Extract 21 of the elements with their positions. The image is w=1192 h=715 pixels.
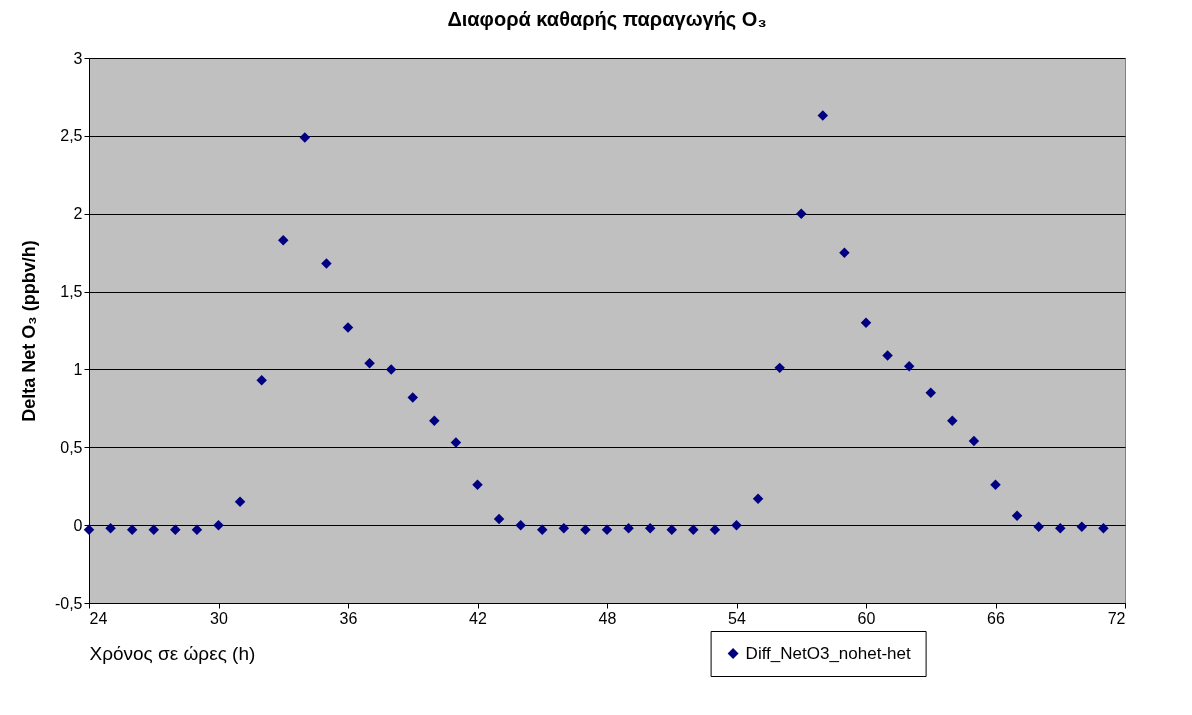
x-tick-label: 48 bbox=[598, 609, 617, 627]
x-tick-label: 36 bbox=[339, 609, 358, 627]
x-tick-label: 60 bbox=[857, 609, 876, 627]
x-axis-title: Χρόνος σε ώρες (h) bbox=[89, 642, 256, 664]
y-axis-title: Delta Net O₃ (ppbv/h) bbox=[18, 240, 39, 422]
x-tick-label: 66 bbox=[987, 609, 1005, 627]
chart-title: Διαφορά καθαρής παραγωγής O₃ bbox=[447, 8, 767, 30]
x-tick-label: 42 bbox=[469, 609, 487, 627]
y-tick-label: 2,5 bbox=[60, 127, 83, 145]
x-tick-label: 30 bbox=[210, 609, 228, 627]
y-tick-label: 0,5 bbox=[60, 438, 83, 456]
y-tick-label: -0,5 bbox=[54, 594, 83, 612]
x-tick-label: 54 bbox=[728, 609, 746, 627]
y-tick-label: 1,5 bbox=[60, 283, 83, 301]
y-tick-label: 1 bbox=[73, 360, 83, 378]
x-tick-label: 24 bbox=[89, 609, 108, 627]
x-tick-label: 72 bbox=[1107, 609, 1126, 627]
y-tick-label: 2 bbox=[73, 205, 83, 223]
legend-label: Diff_NetO3_nohet-het bbox=[745, 643, 911, 663]
y-tick-label: 0 bbox=[73, 516, 83, 534]
y-tick-label: 3 bbox=[73, 49, 83, 67]
